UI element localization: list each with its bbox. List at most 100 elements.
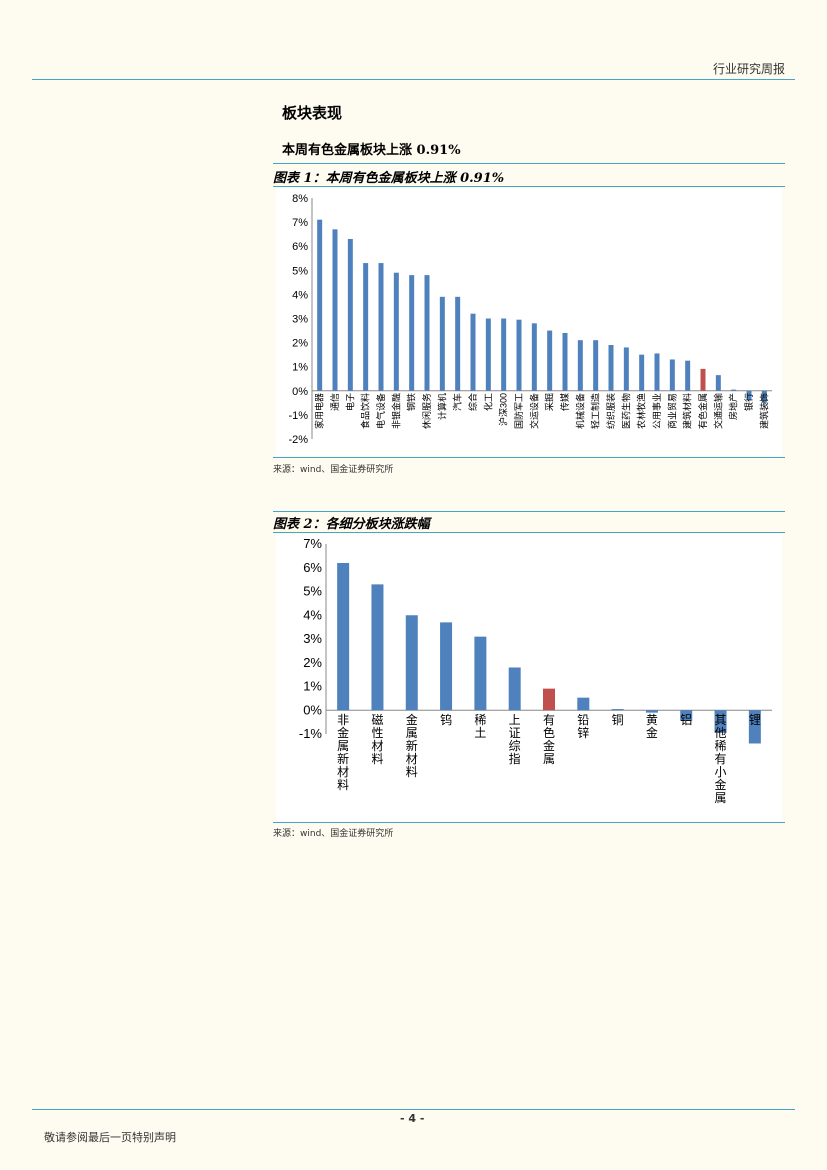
bar — [645, 710, 658, 713]
figure2-source: 来源：wind、国金证券研究所 — [273, 829, 394, 839]
bar — [639, 354, 645, 391]
y-tick-label: 2% — [292, 338, 308, 350]
y-tick-label: 2% — [303, 655, 322, 670]
figure2-caption: 图表 2：各细分板块涨跌幅 — [273, 517, 430, 532]
figure2-top-rule — [273, 511, 785, 512]
bar — [439, 296, 445, 391]
x-tick-label: 钨 — [440, 712, 452, 727]
y-tick-label: -2% — [288, 434, 308, 446]
page-number: - 4 - — [400, 1112, 425, 1125]
bar — [393, 272, 399, 391]
bar — [474, 636, 487, 711]
bar — [470, 313, 476, 391]
bar — [337, 563, 350, 711]
x-tick-label: 医药生物 — [620, 393, 631, 429]
x-tick-label: 食品饮料 — [360, 393, 371, 429]
x-tick-label: 铜 — [612, 712, 624, 727]
y-tick-label: 7% — [303, 536, 322, 551]
x-tick-label: 采掘 — [544, 393, 555, 411]
bar — [623, 347, 629, 391]
bar — [516, 319, 522, 391]
y-tick-label: 5% — [303, 584, 322, 599]
disclaimer-note: 敬请参阅最后一页特别声明 — [44, 1131, 176, 1144]
bar — [508, 667, 521, 711]
x-tick-label: 有色金属 — [543, 713, 555, 766]
x-tick-label: 银行 — [743, 393, 754, 411]
x-tick-label: 电气设备 — [375, 393, 386, 429]
section-subtitle: 本周有色金属板块上涨 0.91% — [282, 143, 461, 158]
x-tick-label: 公用事业 — [651, 393, 662, 429]
y-tick-label: 0% — [292, 386, 308, 398]
bar — [608, 345, 614, 391]
x-tick-label: 化工 — [482, 393, 493, 411]
x-tick-label: 国防军工 — [513, 393, 524, 429]
x-tick-label: 建筑装饰 — [758, 393, 769, 429]
bar — [577, 697, 590, 711]
bar — [593, 340, 599, 391]
bar — [424, 275, 430, 391]
bar — [409, 275, 415, 391]
report-type-header: 行业研究周报 — [712, 62, 785, 76]
x-tick-label: 电子 — [344, 393, 355, 411]
figure1-top-rule — [273, 163, 785, 164]
x-tick-label: 金属新材料 — [406, 712, 418, 779]
bar — [547, 330, 553, 391]
y-tick-label: 3% — [303, 631, 322, 646]
x-tick-label: 磁性材料 — [371, 712, 383, 766]
x-tick-label: 有色金属 — [697, 393, 708, 429]
section-title: 板块表现 — [282, 104, 343, 122]
x-tick-label: 非银金融 — [390, 393, 401, 429]
bar — [700, 368, 706, 391]
bar — [501, 318, 507, 391]
y-tick-label: 5% — [292, 265, 308, 277]
header-divider — [32, 79, 795, 80]
bar — [577, 340, 583, 391]
figure1-bottom-rule — [273, 457, 785, 458]
footer-divider — [32, 1109, 795, 1110]
figure1-caption: 图表 1：本周有色金属板块上涨 0.91% — [273, 171, 505, 186]
x-tick-label: 机械设备 — [574, 393, 585, 429]
figure1-rule — [273, 186, 785, 187]
y-tick-label: 4% — [292, 289, 308, 301]
bar — [531, 323, 537, 391]
x-tick-label: 其他稀有小金属 — [715, 713, 727, 805]
figure2-rule — [273, 532, 785, 533]
y-tick-label: 4% — [303, 607, 322, 622]
bar — [455, 296, 461, 391]
bar — [405, 615, 418, 711]
x-tick-label: 钢铁 — [406, 393, 417, 411]
y-tick-label: -1% — [299, 726, 323, 741]
x-tick-label: 农林牧渔 — [636, 393, 647, 429]
bar — [714, 710, 727, 733]
x-tick-label: 综合 — [467, 393, 478, 411]
x-tick-label: 纺织服装 — [605, 393, 616, 429]
y-tick-label: 6% — [292, 241, 308, 253]
x-tick-label: 传媒 — [559, 393, 570, 411]
x-tick-label: 通信 — [329, 393, 340, 411]
bar — [363, 263, 369, 391]
x-tick-label: 建筑材料 — [682, 393, 693, 429]
x-tick-label: 家用电器 — [314, 393, 325, 429]
bar — [347, 238, 353, 391]
x-tick-label: 非金属新材料 — [337, 713, 349, 792]
x-tick-label: 计算机 — [436, 393, 447, 420]
bar — [371, 584, 384, 711]
bar — [748, 710, 761, 744]
x-tick-label: 房地产 — [728, 393, 739, 420]
bar — [680, 710, 693, 721]
bar — [332, 229, 338, 391]
bar — [611, 709, 624, 711]
bar — [685, 360, 691, 391]
figure2-chart: -1% 0% 1% 2% 3% 4% 5% 6% 7% 非金属新材料 磁性材料 金属新材料 钨 稀土 上证综… — [276, 534, 782, 821]
y-tick-label: 1% — [303, 679, 322, 694]
x-tick-label: 稀土 — [474, 713, 486, 740]
x-tick-label: 交通运输 — [712, 393, 723, 429]
figure1-chart: -2% -1% 0% 1% 2% 3% 4% 5% 6% 7% 8% 家用电器 通信 电子 食品饮料 电气设备… — [276, 188, 782, 456]
bar — [378, 263, 384, 391]
x-tick-label: 黄金 — [646, 713, 658, 740]
y-tick-label: 8% — [292, 193, 308, 205]
y-tick-label: 7% — [292, 217, 308, 229]
bar — [669, 359, 675, 391]
y-tick-label: 6% — [303, 560, 322, 575]
